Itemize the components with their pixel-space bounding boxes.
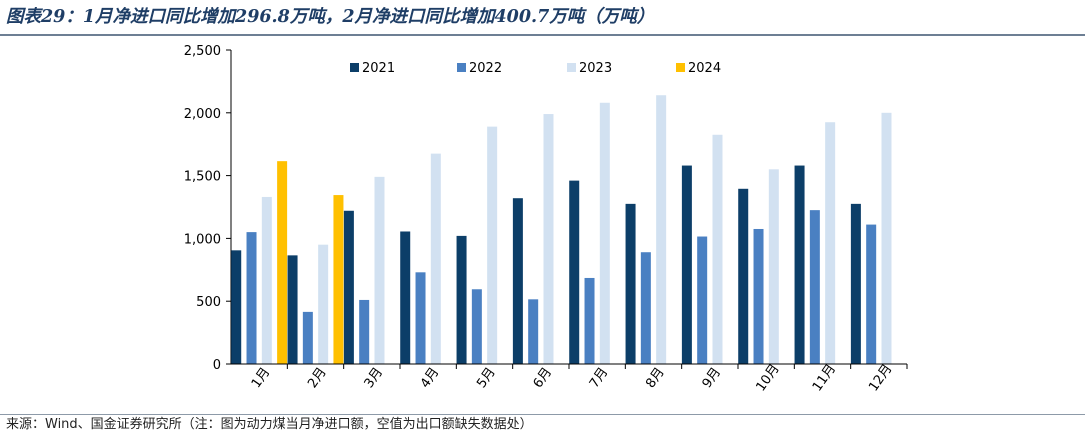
bar-2023-10 [768, 169, 779, 364]
y-tick-label: 500 [196, 295, 221, 310]
legend-swatch-2023 [567, 63, 576, 72]
bar-2022-10 [753, 228, 764, 364]
bar-2022-9 [697, 236, 708, 364]
x-tick-label: 8月 [643, 365, 667, 391]
y-tick-label: 0 [213, 358, 221, 373]
bar-2023-7 [599, 102, 610, 364]
bar-2023-3 [374, 176, 385, 364]
y-tick-label: 1,000 [184, 232, 221, 247]
bar-2021-10 [738, 188, 749, 364]
legend-label-2021: 2021 [362, 61, 395, 76]
bar-2021-7 [569, 180, 580, 364]
bar-2023-5 [487, 126, 498, 365]
x-tick-label: 3月 [362, 365, 386, 391]
bar-2022-2 [302, 311, 313, 364]
bar-2022-1 [246, 232, 257, 364]
x-tick-label: 11月 [810, 362, 839, 395]
bar-2023-12 [881, 112, 892, 364]
x-tick-label: 10月 [754, 362, 783, 395]
bar-2021-11 [794, 165, 805, 364]
bar-2022-11 [809, 210, 820, 364]
chart-legend: 2021 2022 2023 2024 [350, 61, 721, 76]
y-tick-label: 2,500 [184, 44, 221, 59]
bar-2022-3 [359, 299, 370, 364]
bar-series [231, 95, 892, 365]
bar-2022-4 [415, 272, 426, 364]
legend-label-2023: 2023 [579, 61, 612, 76]
bar-2021-5 [456, 235, 467, 364]
bar-2021-9 [681, 165, 692, 364]
bar-2023-11 [825, 122, 836, 364]
bar-2024-2 [333, 195, 344, 364]
y-axis: 0 500 1,000 1,500 2,000 2,500 [184, 44, 232, 373]
bar-2021-4 [400, 231, 411, 364]
bar-2022-6 [528, 299, 539, 364]
bar-chart: 2021 2022 2023 2024 0 500 1,000 1,500 2,000 2,50… [184, 44, 908, 395]
bar-2021-8 [625, 203, 636, 364]
bar-2021-2 [287, 255, 298, 364]
legend-label-2024: 2024 [688, 61, 721, 76]
x-axis: 1月 2月 3月 4月 5月 6月 7月 8月 9月 10月 11月 12月 [231, 362, 908, 395]
bar-2022-5 [471, 289, 482, 364]
bar-2021-6 [512, 198, 523, 364]
x-tick-label: 12月 [866, 362, 895, 395]
legend-swatch-2024 [676, 63, 685, 72]
legend-swatch-2022 [457, 63, 466, 72]
bar-2023-4 [430, 153, 441, 364]
x-tick-label: 9月 [700, 365, 724, 391]
bar-2021-3 [343, 210, 354, 364]
source-note: 来源：Wind、国金证券研究所（注：图为动力煤当月净进口额，空值为出口额缺失数据… [6, 417, 533, 432]
y-tick-label: 1,500 [184, 170, 221, 185]
bar-2024-1 [277, 161, 288, 364]
x-tick-label: 5月 [474, 365, 498, 391]
x-tick-label: 2月 [305, 365, 329, 391]
bar-2022-7 [584, 277, 595, 364]
bar-2023-6 [543, 114, 554, 364]
bar-2023-9 [712, 134, 723, 364]
chart-title: 图表29：1月净进口同比增加296.8万吨，2月净进口同比增加400.7万吨（万… [6, 7, 655, 27]
bar-2023-2 [318, 244, 329, 364]
bar-2021-1 [231, 250, 242, 364]
legend-label-2022: 2022 [469, 61, 502, 76]
bar-2022-8 [640, 252, 651, 364]
legend-swatch-2021 [350, 63, 359, 72]
bar-2021-12 [850, 203, 861, 364]
x-tick-label: 7月 [587, 365, 611, 391]
x-tick-label: 4月 [418, 365, 442, 391]
bar-2022-12 [866, 224, 877, 364]
x-tick-label: 6月 [531, 365, 555, 391]
y-tick-label: 2,000 [184, 107, 221, 122]
title-divider [0, 34, 1085, 36]
x-tick-label: 1月 [249, 365, 273, 391]
bar-2023-1 [261, 196, 272, 364]
footer-divider [0, 414, 1085, 415]
bar-2023-8 [656, 95, 667, 364]
